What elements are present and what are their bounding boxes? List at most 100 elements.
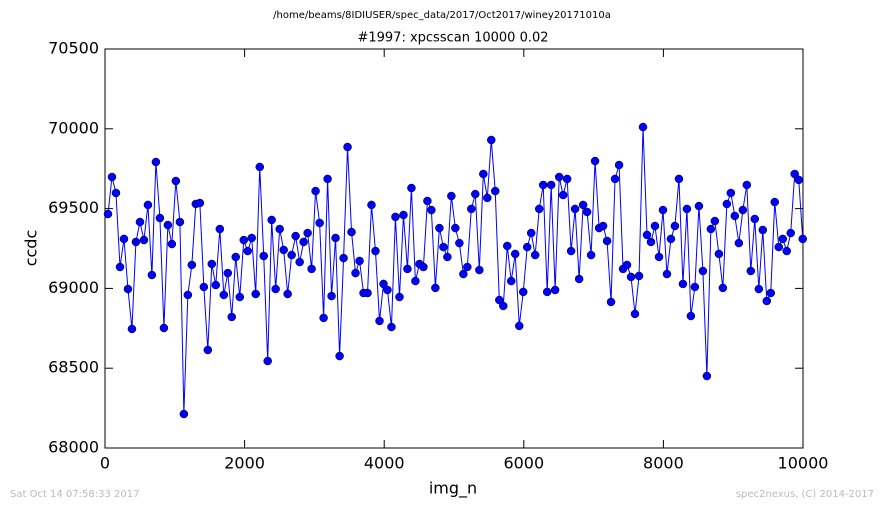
- data-point: [782, 246, 791, 256]
- data-point: [239, 235, 249, 245]
- data-point: [487, 135, 496, 145]
- data-point: [530, 250, 540, 260]
- data-point: [686, 311, 696, 321]
- data-point: [343, 142, 352, 152]
- chart-title: #1997: xpcsscan 10000 0.02: [357, 31, 548, 46]
- data-point: [694, 201, 704, 211]
- data-point: [630, 309, 640, 319]
- data-point: [578, 200, 588, 210]
- data-point: [666, 234, 676, 244]
- data-point: [674, 174, 684, 184]
- data-point: [495, 295, 504, 305]
- data-point: [506, 276, 516, 286]
- data-point: [518, 287, 528, 297]
- x-tick-label: 2000: [224, 454, 265, 473]
- series-line: [107, 127, 804, 415]
- data-point: [678, 279, 688, 289]
- data-point: [542, 287, 552, 297]
- data-point: [271, 284, 280, 294]
- data-point: [718, 283, 728, 293]
- data-point: [738, 205, 748, 215]
- data-point: [107, 172, 117, 182]
- data-point: [754, 284, 764, 294]
- data-point: [746, 266, 756, 276]
- data-point: [231, 252, 240, 262]
- data-point: [379, 279, 388, 289]
- data-point: [503, 241, 512, 251]
- data-point: [726, 188, 736, 198]
- data-point: [207, 259, 217, 269]
- data-point: [546, 180, 556, 190]
- data-point: [682, 204, 692, 214]
- data-point: [371, 246, 380, 256]
- data-point: [526, 228, 536, 238]
- data-point: [534, 204, 544, 214]
- data-point: [223, 268, 233, 278]
- data-point: [215, 224, 225, 234]
- data-point: [606, 297, 616, 307]
- data-point: [123, 284, 133, 294]
- data-point: [515, 321, 524, 331]
- data-point: [387, 322, 396, 332]
- data-point: [702, 371, 712, 381]
- data-point: [283, 289, 292, 299]
- data-point: [574, 274, 584, 284]
- data-point: [255, 162, 264, 172]
- data-point: [766, 288, 776, 298]
- data-point: [554, 172, 564, 182]
- data-point: [650, 221, 660, 231]
- data-point: [794, 175, 803, 185]
- data-point: [510, 249, 520, 259]
- data-point: [443, 252, 452, 262]
- x-tick-label: 8000: [643, 454, 684, 473]
- data-point: [251, 289, 260, 299]
- data-point: [642, 230, 652, 240]
- data-point: [590, 156, 600, 166]
- data-point: [550, 285, 560, 295]
- data-point: [742, 180, 752, 190]
- data-point: [131, 237, 141, 247]
- data-point: [243, 246, 252, 256]
- data-point: [562, 174, 572, 184]
- data-point: [690, 282, 700, 292]
- data-point: [315, 218, 324, 228]
- data-point: [399, 210, 408, 220]
- data-point: [706, 224, 716, 234]
- data-point: [227, 312, 237, 322]
- data-point: [710, 216, 720, 226]
- data-point: [538, 180, 548, 190]
- data-point: [714, 249, 724, 259]
- data-point: [195, 198, 205, 208]
- x-tick-label: 0: [100, 454, 110, 473]
- data-point: [586, 250, 596, 260]
- data-point: [455, 238, 464, 248]
- data-point: [275, 224, 284, 234]
- footer-credit: spec2nexus, (C) 2014-2017: [736, 489, 874, 500]
- data-point: [295, 257, 304, 267]
- data-point: [483, 193, 492, 203]
- y-tick-label: 69500: [48, 198, 99, 217]
- data-point: [654, 252, 664, 262]
- data-point: [491, 186, 500, 196]
- data-point: [570, 204, 580, 214]
- data-point: [375, 316, 384, 326]
- data-point: [499, 301, 508, 311]
- data-point: [171, 176, 181, 186]
- x-tick-label: 4000: [364, 454, 405, 473]
- data-point: [259, 251, 268, 261]
- data-point: [435, 223, 444, 233]
- data-point: [147, 270, 157, 280]
- data-point: [127, 324, 137, 334]
- data-point: [335, 351, 344, 361]
- data-point: [423, 196, 432, 206]
- data-point: [167, 239, 177, 249]
- data-point: [698, 266, 708, 276]
- data-point: [786, 228, 795, 238]
- data-point: [475, 265, 484, 275]
- data-point: [135, 217, 145, 227]
- data-point: [558, 190, 568, 200]
- data-point: [467, 204, 476, 214]
- footer-date: Sat Oct 14 07:58:33 2017: [10, 489, 140, 500]
- data-point: [119, 234, 129, 244]
- data-point: [163, 220, 173, 230]
